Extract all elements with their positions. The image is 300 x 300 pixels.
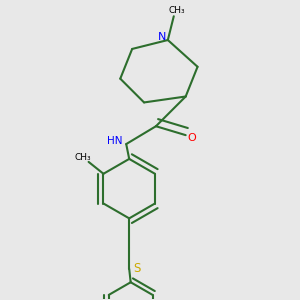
Text: HN: HN	[106, 136, 122, 146]
Text: O: O	[187, 133, 196, 143]
Text: CH₃: CH₃	[168, 6, 185, 15]
Text: N: N	[158, 32, 166, 42]
Text: CH₃: CH₃	[74, 153, 91, 162]
Text: S: S	[133, 262, 140, 275]
